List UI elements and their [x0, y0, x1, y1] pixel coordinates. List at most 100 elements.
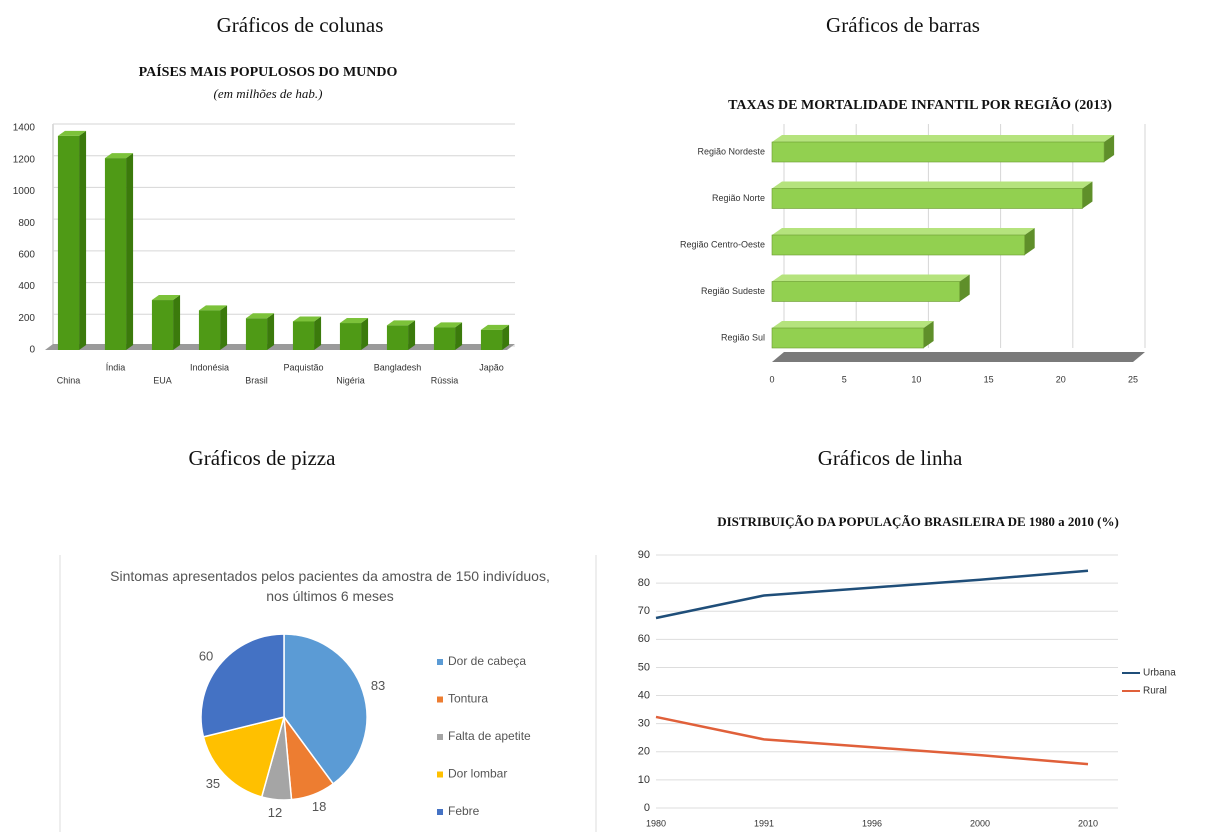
x-tick-label: 0 [769, 374, 774, 384]
bar-top [339, 318, 369, 324]
bar-side [361, 318, 369, 350]
section-heading: Gráficos de linha [818, 446, 963, 470]
y-tick-label: 0 [29, 345, 35, 356]
y-tick-label: Região Nordeste [697, 146, 765, 156]
x-tick-label: Paquistão [283, 362, 323, 372]
y-tick-label: Região Norte [712, 193, 765, 203]
y-tick-label: Região Sul [721, 332, 765, 342]
section-heading: Gráficos de colunas [217, 13, 384, 37]
x-tick-label: 10 [911, 374, 921, 384]
bar-top [772, 135, 1115, 142]
bar-side [455, 322, 463, 350]
x-tick-label: 25 [1128, 374, 1138, 384]
y-tick-label: 90 [638, 549, 650, 561]
bar-side [1104, 135, 1115, 162]
data-label: 35 [206, 776, 220, 791]
legend-label: Falta de apetite [448, 729, 531, 743]
x-tick-label: Brasil [245, 375, 268, 385]
bar-top [433, 322, 463, 328]
legend-swatch [437, 771, 443, 778]
bar-side [314, 316, 322, 350]
x-tick-label: Rússia [431, 375, 459, 385]
line-series [655, 569, 1089, 620]
legend-label: Febre [448, 804, 480, 818]
bar-side [1024, 228, 1035, 255]
x-tick-label: 15 [984, 374, 994, 384]
legend-label: Rural [1143, 686, 1167, 697]
bar-side [173, 295, 181, 350]
bar [292, 321, 315, 350]
bar [339, 323, 362, 350]
bar [771, 188, 1083, 209]
bar-top [245, 313, 275, 319]
legend-label: Dor lombar [448, 767, 507, 781]
bar-side [408, 320, 416, 350]
bar-side [126, 153, 134, 350]
section-heading: Gráficos de barras [826, 13, 980, 37]
y-tick-label: 70 [638, 605, 650, 617]
bar [104, 158, 127, 350]
legend-label: Dor de cabeça [448, 654, 526, 668]
x-tick-label: Indonésia [190, 362, 229, 372]
bar [151, 300, 174, 350]
bar [386, 325, 409, 350]
y-tick-label: Região Sudeste [701, 286, 765, 296]
x-tick-label: EUA [153, 375, 172, 385]
y-tick-label: 60 [638, 633, 650, 645]
bar-side [959, 274, 970, 302]
bar [771, 281, 961, 302]
y-tick-label: 40 [638, 689, 650, 701]
bar-top [772, 321, 934, 328]
chart-title: DISTRIBUIÇÃO DA POPULAÇÃO BRASILEIRA DE … [717, 514, 1119, 529]
bar [771, 141, 1105, 163]
x-tick-label: 20 [1056, 374, 1066, 384]
legend-swatch [437, 696, 443, 703]
x-tick-label: 1996 [862, 818, 882, 828]
pie-title: Sintomas apresentados pelos pacientes da… [110, 568, 550, 604]
y-tick-label: 800 [18, 218, 35, 229]
x-tick-label: Bangladesh [374, 362, 422, 372]
bar-top [151, 295, 181, 301]
bar [198, 310, 221, 350]
bar-top [480, 324, 510, 330]
y-tick-label: 30 [638, 718, 650, 730]
chart-subtitle: (em milhões de hab.) [213, 86, 322, 101]
chart-title: TAXAS DE MORTALIDADE INFANTIL POR REGIÃO… [728, 95, 1112, 113]
legend-swatch [437, 809, 443, 815]
data-label: 18 [312, 799, 326, 814]
x-tick-label: Nigéria [336, 375, 365, 385]
bar-top [104, 153, 134, 159]
data-label: 83 [371, 678, 385, 693]
y-tick-label: 50 [638, 661, 650, 673]
section-heading: Gráficos de pizza [189, 446, 337, 470]
pie-slice [283, 633, 368, 785]
legend-swatch [437, 734, 443, 740]
y-tick-label: 1000 [13, 186, 36, 197]
x-tick-label: 2000 [970, 818, 990, 828]
x-tick-label: 2010 [1078, 818, 1098, 828]
bar [480, 329, 503, 350]
bar [433, 327, 456, 350]
bar [245, 318, 268, 350]
y-tick-label: Região Centro-Oeste [680, 239, 765, 249]
x-tick-label: 5 [842, 374, 847, 384]
y-tick-label: 10 [638, 774, 650, 786]
pie-slice [200, 633, 285, 738]
bar-top [772, 228, 1035, 235]
pie-slice [202, 715, 286, 798]
bar-side [502, 324, 510, 350]
bar-side [267, 313, 275, 350]
bar-top [57, 130, 87, 136]
bar-top [198, 305, 228, 311]
x-tick-label: China [57, 375, 81, 385]
x-tick-label: 1980 [646, 818, 666, 828]
bar-top [386, 320, 416, 326]
y-tick-label: 600 [18, 249, 35, 260]
x-tick-label: 1991 [754, 818, 774, 828]
bar [771, 327, 924, 349]
legend-label: Tontura [448, 692, 488, 706]
bar-top [772, 274, 970, 282]
y-tick-label: 200 [18, 313, 35, 324]
